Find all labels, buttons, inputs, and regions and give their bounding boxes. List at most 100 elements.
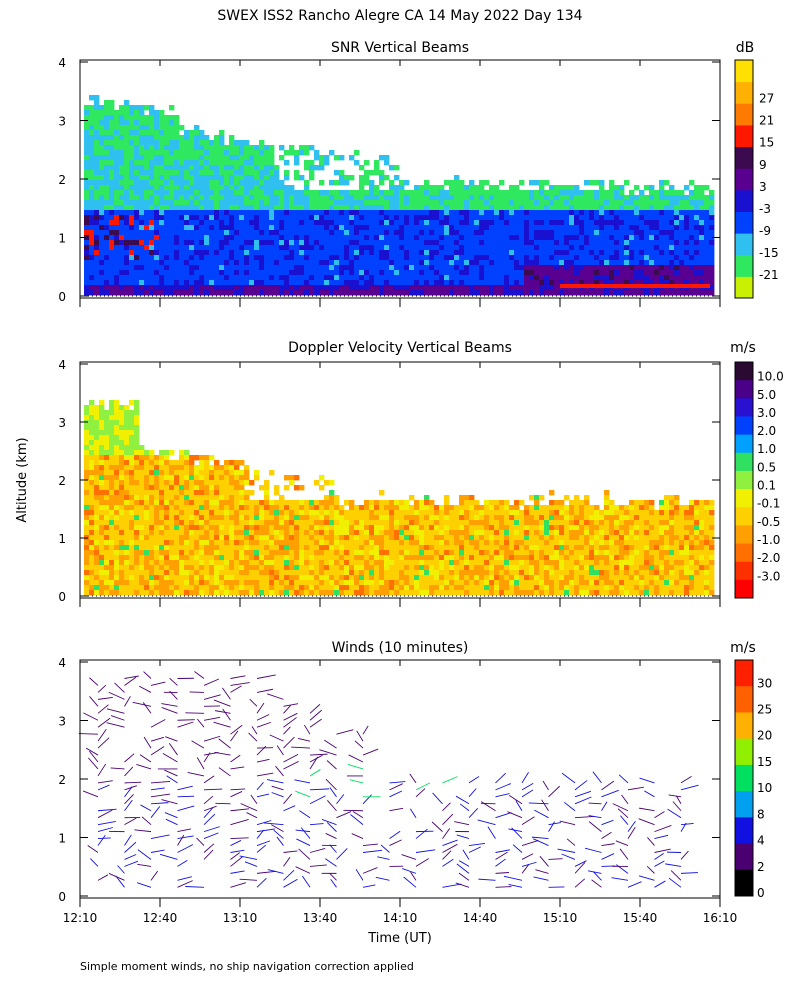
doppler-cell xyxy=(389,590,395,596)
snr-cell xyxy=(109,160,115,166)
doppler-cell xyxy=(84,460,90,466)
doppler-cell xyxy=(104,445,110,451)
snr-cell xyxy=(484,235,490,241)
snr-cell xyxy=(429,200,435,206)
doppler-cell xyxy=(129,555,135,561)
snr-cell xyxy=(114,260,120,266)
doppler-cell xyxy=(274,535,280,541)
doppler-cell xyxy=(214,475,220,481)
snr-cell xyxy=(279,270,285,276)
doppler-cell xyxy=(124,535,130,541)
doppler-cell xyxy=(289,555,295,561)
doppler-cell xyxy=(194,545,200,551)
snr-cell xyxy=(404,260,410,266)
snr-cell xyxy=(214,230,220,236)
doppler-cell xyxy=(389,560,395,566)
snr-cell xyxy=(559,185,565,191)
snr-cell xyxy=(614,200,620,206)
snr-cell xyxy=(414,235,420,241)
snr-cell xyxy=(449,190,455,196)
snr-cell xyxy=(139,135,145,141)
snr-cell xyxy=(424,220,430,226)
doppler-cell xyxy=(99,465,105,471)
snr-cell xyxy=(429,285,435,291)
snr-cell xyxy=(229,165,235,171)
snr-cell xyxy=(149,160,155,166)
doppler-cell xyxy=(84,450,90,456)
snr-cell xyxy=(514,190,520,196)
snr-cell xyxy=(194,290,200,296)
snr-cell xyxy=(704,230,710,236)
snr-cell xyxy=(524,195,530,201)
snr-cell xyxy=(629,205,635,211)
doppler-cell xyxy=(149,560,155,566)
doppler-cell xyxy=(104,470,110,476)
snr-cell xyxy=(164,120,170,126)
snr-cell xyxy=(159,170,165,176)
snr-cell xyxy=(509,240,515,246)
snr-cell xyxy=(394,280,400,286)
snr-cell xyxy=(394,230,400,236)
snr-cell xyxy=(394,175,400,181)
snr-cell xyxy=(504,275,510,281)
snr-cell xyxy=(704,255,710,261)
snr-cell xyxy=(349,215,355,221)
snr-cell xyxy=(244,160,250,166)
snr-cell xyxy=(559,265,565,271)
doppler-cell xyxy=(149,555,155,561)
snr-cell xyxy=(504,235,510,241)
snr-cell xyxy=(499,280,505,286)
snr-cell xyxy=(149,265,155,271)
snr-cell xyxy=(164,195,170,201)
doppler-cell xyxy=(129,485,135,491)
snr-cell xyxy=(664,205,670,211)
doppler-cell xyxy=(189,460,195,466)
snr-cell xyxy=(164,280,170,286)
snr-cell xyxy=(464,275,470,281)
doppler-cell xyxy=(329,585,335,591)
snr-cell xyxy=(174,265,180,271)
doppler-cell xyxy=(124,495,130,501)
snr-cell xyxy=(579,280,585,286)
snr-cell xyxy=(419,290,425,296)
snr-cell xyxy=(189,145,195,151)
snr-cell xyxy=(524,285,530,291)
snr-cell xyxy=(699,250,705,256)
snr-cell xyxy=(559,290,565,296)
snr-cell xyxy=(164,175,170,181)
snr-cell xyxy=(194,140,200,146)
doppler-cell xyxy=(144,585,150,591)
snr-cell xyxy=(394,195,400,201)
snr-cell xyxy=(374,165,380,171)
snr-cell xyxy=(109,150,115,156)
snr-cell xyxy=(584,260,590,266)
snr-cell xyxy=(169,165,175,171)
snr-cell xyxy=(539,235,545,241)
snr-cell xyxy=(194,160,200,166)
snr-cell xyxy=(144,280,150,286)
snr-cell xyxy=(279,225,285,231)
snr-cell xyxy=(669,250,675,256)
snr-cell xyxy=(489,280,495,286)
snr-cell xyxy=(169,235,175,241)
snr-cell xyxy=(564,225,570,231)
snr-cell xyxy=(209,275,215,281)
doppler-cell xyxy=(329,515,335,521)
snr-cell xyxy=(94,230,100,236)
snr-cell xyxy=(429,270,435,276)
snr-cell xyxy=(154,200,160,206)
snr-cell xyxy=(319,255,325,261)
snr-cell xyxy=(494,235,500,241)
snr-cell xyxy=(434,205,440,211)
snr-cell xyxy=(494,265,500,271)
snr-cell xyxy=(344,285,350,291)
doppler-cell xyxy=(214,540,220,546)
doppler-cell xyxy=(169,590,175,596)
doppler-cell xyxy=(89,505,95,511)
doppler-cell xyxy=(314,590,320,596)
doppler-cell xyxy=(209,465,215,471)
doppler-cell xyxy=(154,565,160,571)
snr-cell xyxy=(374,240,380,246)
snr-cell xyxy=(359,250,365,256)
snr-cell xyxy=(224,285,230,291)
